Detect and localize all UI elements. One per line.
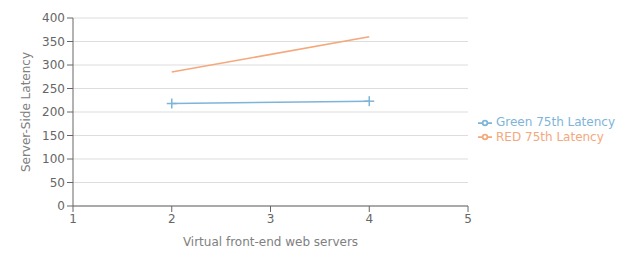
svg-text:Server-Side Latency: Server-Side Latency xyxy=(19,52,33,172)
svg-text:50: 50 xyxy=(50,176,65,190)
svg-text:200: 200 xyxy=(42,105,65,119)
svg-text:4: 4 xyxy=(365,212,373,226)
svg-text:5: 5 xyxy=(464,212,472,226)
html-text:Green 75th Latency: Green 75th Latency xyxy=(496,115,615,129)
html-text:RED 75th Latency: RED 75th Latency xyxy=(496,129,604,144)
svg-text:250: 250 xyxy=(42,82,65,96)
svg-text:350: 350 xyxy=(42,35,65,49)
svg-text:300: 300 xyxy=(42,58,65,72)
svg-text:2: 2 xyxy=(168,212,176,226)
svg-text:150: 150 xyxy=(42,129,65,143)
svg-text:3: 3 xyxy=(267,212,275,226)
svg-text:0: 0 xyxy=(57,199,65,213)
svg-text:1: 1 xyxy=(69,212,77,226)
svg-text:400: 400 xyxy=(42,11,65,25)
svg-text:100: 100 xyxy=(42,152,65,166)
svg-text:Virtual front-end web servers: Virtual front-end web servers xyxy=(183,235,358,249)
